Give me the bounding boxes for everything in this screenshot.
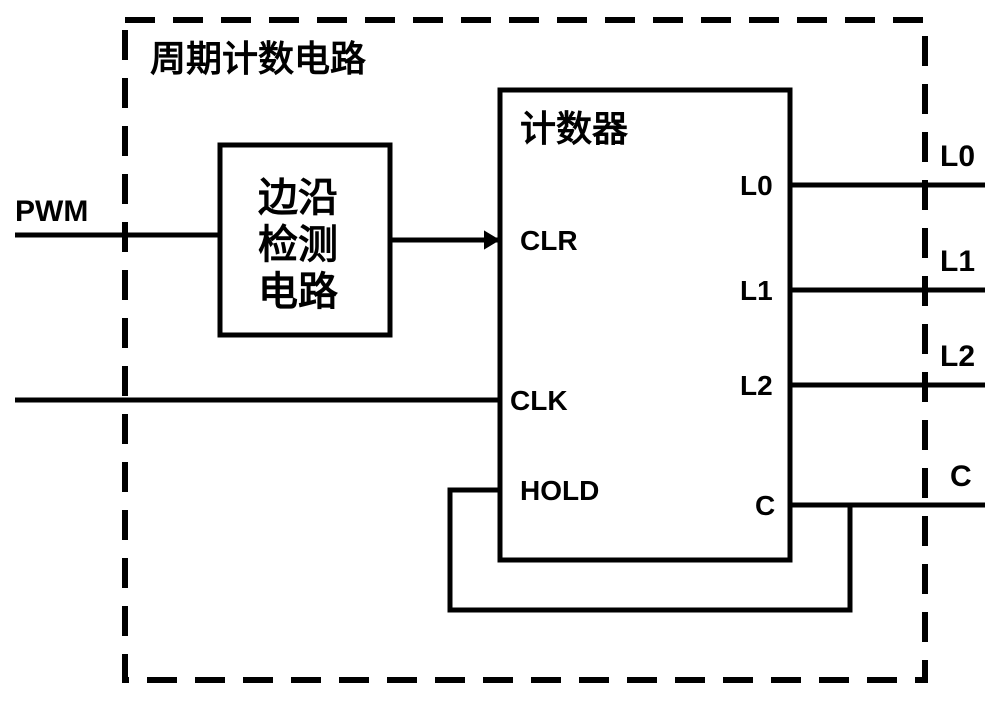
- pin-c-label: C: [755, 490, 775, 522]
- ext-l0-label: L0: [940, 140, 975, 174]
- ext-c-label: C: [950, 460, 972, 494]
- pin-l1-label: L1: [740, 275, 773, 307]
- pin-hold-label: HOLD: [520, 475, 599, 507]
- ext-l1-label: L1: [940, 245, 975, 279]
- diagram-canvas: 周期计数电路 边沿 检测 电路 计数器 CLR CLK HOLD L0 L1 L…: [0, 0, 1000, 705]
- pin-clr-label: CLR: [520, 225, 578, 257]
- counter-title: 计数器: [520, 100, 628, 152]
- pin-clk-label: CLK: [510, 385, 568, 417]
- ext-l2-label: L2: [940, 340, 975, 374]
- diagram-title: 周期计数电路: [150, 30, 366, 82]
- pin-l0-label: L0: [740, 170, 773, 202]
- wiring-layer: [0, 0, 1000, 705]
- ext-pwm-label: PWM: [15, 195, 88, 229]
- edge-block-line-3: 电路: [258, 259, 338, 317]
- pin-l2-label: L2: [740, 370, 773, 402]
